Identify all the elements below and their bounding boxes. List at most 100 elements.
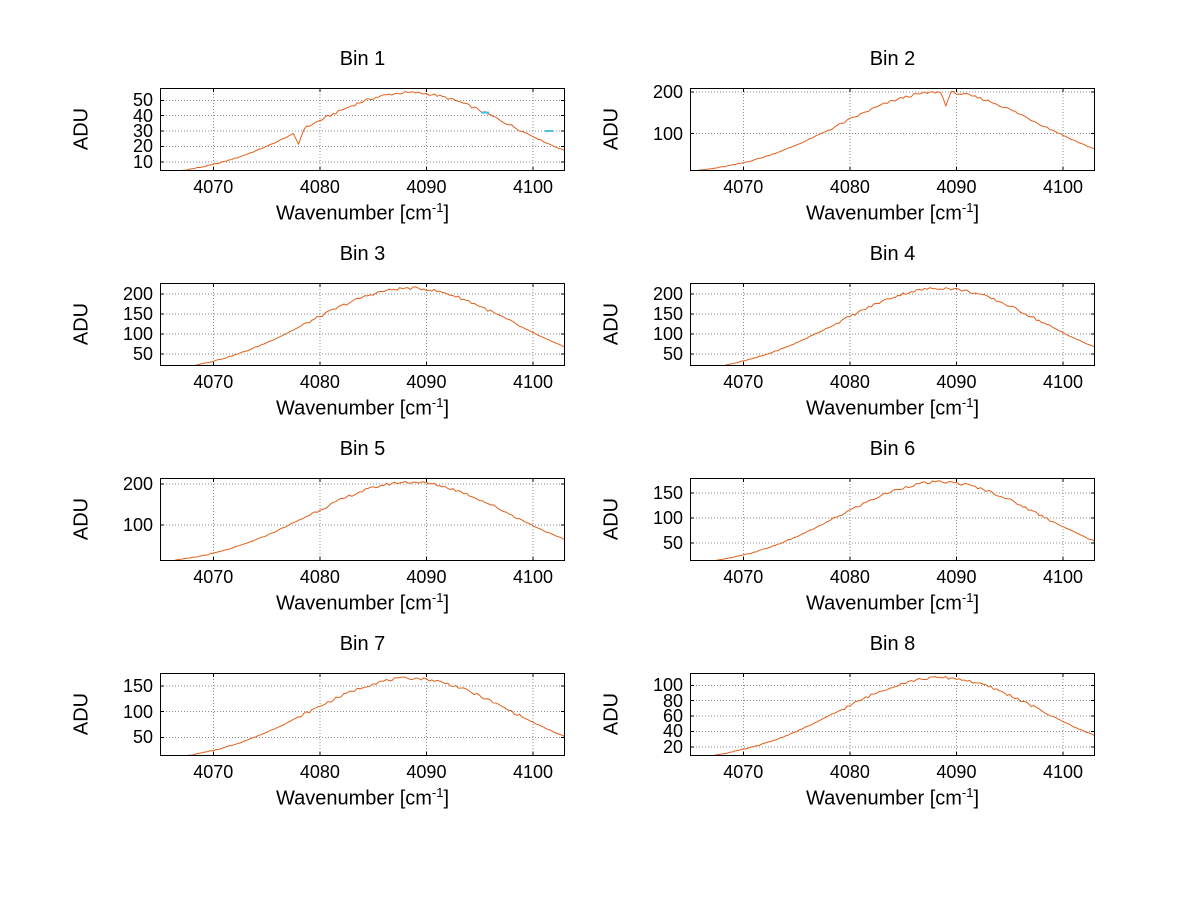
x-tick-label: 4100	[512, 762, 554, 782]
spectrum-line	[690, 91, 1095, 171]
spectrum-line	[690, 287, 1095, 366]
x-tick-label: 4080	[829, 372, 870, 392]
y-tick-label: 150	[122, 675, 153, 696]
y-tick-label: 200	[652, 284, 683, 305]
x-axis-label-text: Wavenumber [cm	[275, 397, 432, 420]
axes-area	[690, 673, 1095, 756]
plot-canvas	[160, 88, 565, 171]
x-axis-label-close: ]	[443, 787, 450, 810]
plot-title: Bin 2	[869, 48, 916, 70]
spectrum-line	[160, 90, 565, 171]
x-tick-label: 4100	[1042, 372, 1084, 392]
x-tick-label: 4090	[406, 762, 447, 782]
plot-canvas	[160, 478, 565, 561]
axes-area	[690, 478, 1095, 561]
x-tick-label: 4070	[193, 567, 234, 587]
y-tick-label: 150	[652, 304, 683, 325]
x-axis-label-text: Wavenumber [cm	[275, 202, 432, 225]
y-tick-label: 50	[662, 533, 683, 553]
y-tick-label: 60	[662, 706, 683, 727]
y-tick-label: 20	[132, 136, 153, 157]
subplot-bin-4: Bin 4 ADU Wavenumber [cm-1] 4070 4080 4090…	[590, 237, 1120, 432]
y-tick-label: 200	[122, 474, 153, 495]
x-tick-label: 4090	[406, 567, 447, 587]
x-tick-label: 4100	[512, 177, 554, 197]
plot-title: Bin 6	[869, 438, 916, 460]
x-axis-label: Wavenumber [cm-1]	[160, 200, 565, 226]
x-axis-label-text: Wavenumber [cm	[275, 787, 432, 810]
y-tick-label: 100	[652, 508, 683, 528]
x-axis-label-superscript: -1	[431, 200, 444, 215]
x-axis-label-close: ]	[973, 397, 980, 420]
x-axis-label-close: ]	[443, 592, 450, 615]
x-tick-label: 4100	[512, 372, 554, 392]
x-axis-label: Wavenumber [cm-1]	[160, 785, 565, 811]
x-tick-label: 4070	[723, 372, 764, 392]
x-tick-label: 4100	[1042, 762, 1084, 782]
y-tick-label: 50	[132, 727, 153, 748]
x-axis-label-close: ]	[443, 397, 450, 420]
y-tick-label: 20	[662, 736, 683, 757]
y-tick-label: 40	[662, 721, 683, 742]
axes-area	[160, 478, 565, 561]
plot-canvas	[690, 283, 1095, 366]
x-axis-label-superscript: -1	[961, 200, 974, 215]
y-tick-label: 50	[132, 90, 153, 111]
x-tick-label: 4090	[936, 372, 977, 392]
x-tick-label: 4070	[723, 177, 764, 197]
x-axis-label-superscript: -1	[431, 785, 444, 800]
x-axis-label-close: ]	[443, 202, 450, 225]
axes-area	[160, 88, 565, 171]
x-tick-label: 4100	[1042, 567, 1084, 587]
y-tick-label: 100	[652, 123, 683, 144]
x-axis-label-text: Wavenumber [cm	[275, 592, 432, 615]
spectrum-line	[160, 286, 565, 366]
plot-title: Bin 8	[869, 633, 916, 655]
x-tick-label: 4090	[936, 762, 977, 782]
y-tick-label: 80	[662, 690, 683, 711]
x-tick-label: 4080	[829, 567, 870, 587]
axes-area	[690, 283, 1095, 366]
y-tick-label: 100	[122, 515, 153, 536]
plot-title: Bin 1	[339, 48, 386, 70]
x-tick-label: 4080	[299, 567, 340, 587]
axes-area	[690, 88, 1095, 171]
x-tick-label: 4080	[829, 177, 870, 197]
y-tick-label: 100	[652, 324, 683, 345]
x-axis-label: Wavenumber [cm-1]	[690, 395, 1095, 421]
spectrum-line	[690, 675, 1095, 756]
y-tick-label: 200	[122, 284, 153, 305]
x-tick-label: 4080	[829, 762, 870, 782]
x-tick-label: 4070	[193, 762, 234, 782]
x-tick-label: 4070	[723, 567, 764, 587]
plot-title: Bin 3	[339, 243, 386, 265]
x-axis-label-superscript: -1	[961, 395, 974, 410]
plot-canvas	[690, 673, 1095, 756]
y-tick-label: 150	[122, 304, 153, 325]
axes-area	[160, 673, 565, 756]
x-tick-label: 4090	[406, 177, 447, 197]
plot-canvas	[690, 478, 1095, 561]
x-axis-label-superscript: -1	[431, 590, 444, 605]
x-tick-label: 4080	[299, 762, 340, 782]
x-axis-label: Wavenumber [cm-1]	[690, 785, 1095, 811]
x-tick-label: 4070	[723, 762, 764, 782]
y-tick-label: 100	[122, 324, 153, 345]
x-axis-label-superscript: -1	[961, 590, 974, 605]
x-axis-label-text: Wavenumber [cm	[805, 397, 962, 420]
plot-canvas	[690, 88, 1095, 171]
x-axis-label: Wavenumber [cm-1]	[690, 200, 1095, 226]
y-tick-label: 100	[652, 675, 683, 696]
x-axis-label-superscript: -1	[431, 395, 444, 410]
x-axis-label-close: ]	[973, 202, 980, 225]
x-tick-label: 4090	[936, 177, 977, 197]
y-tick-label: 40	[132, 105, 153, 126]
y-tick-label: 30	[132, 121, 153, 142]
spectrum-line	[160, 480, 565, 561]
subplot-bin-1: Bin 1 ADU Wavenumber [cm-1] 4070 4080 4090…	[60, 42, 590, 237]
plot-canvas	[160, 673, 565, 756]
spectrum-line	[160, 676, 565, 756]
plot-title: Bin 5	[339, 438, 386, 460]
x-axis-label: Wavenumber [cm-1]	[160, 395, 565, 421]
